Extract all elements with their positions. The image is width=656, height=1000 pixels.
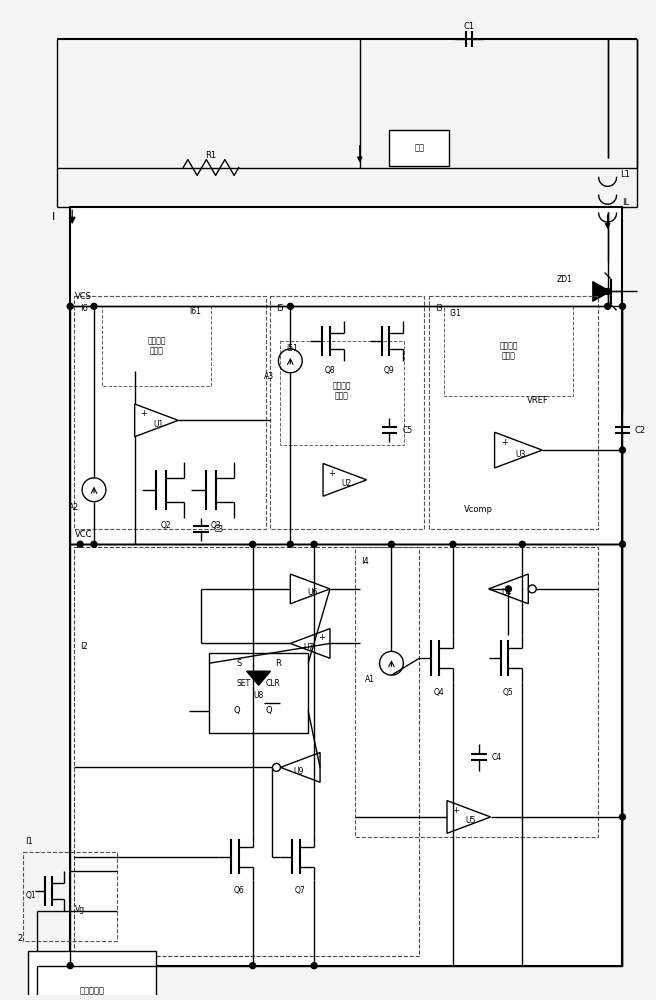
Text: U5: U5 — [466, 816, 476, 825]
Text: +: + — [319, 633, 325, 642]
Text: VCS: VCS — [75, 292, 92, 301]
Polygon shape — [593, 282, 611, 301]
Text: C1: C1 — [463, 22, 474, 31]
Text: I31: I31 — [449, 309, 461, 318]
Text: 第三基准
电压源: 第三基准 电压源 — [499, 341, 518, 361]
Text: ZD1: ZD1 — [557, 275, 573, 284]
Circle shape — [67, 963, 73, 969]
Text: Q5: Q5 — [503, 688, 514, 697]
Text: Q8: Q8 — [325, 366, 335, 375]
Circle shape — [619, 447, 625, 453]
Bar — [390, 130, 449, 166]
Text: +: + — [452, 806, 459, 815]
Circle shape — [450, 541, 456, 547]
Text: R1: R1 — [205, 151, 216, 160]
Text: U8: U8 — [253, 691, 264, 700]
Text: U6: U6 — [307, 588, 318, 597]
Text: Vg: Vg — [75, 905, 85, 914]
Text: Q: Q — [265, 706, 272, 715]
Text: Q9: Q9 — [384, 366, 395, 375]
Text: +: + — [501, 438, 508, 447]
Text: IL: IL — [622, 198, 629, 207]
Circle shape — [619, 541, 625, 547]
Text: R: R — [276, 659, 281, 668]
Bar — [355, 547, 598, 837]
Circle shape — [311, 963, 317, 969]
Text: VCC: VCC — [75, 530, 92, 539]
Text: I3: I3 — [435, 304, 443, 313]
Text: Vcomp: Vcomp — [464, 505, 493, 514]
Bar — [74, 547, 419, 956]
Text: +: + — [329, 469, 335, 478]
Text: I4: I4 — [361, 557, 369, 566]
Text: Q7: Q7 — [295, 886, 306, 895]
Text: Q1: Q1 — [25, 891, 36, 900]
Text: C5: C5 — [402, 426, 413, 435]
Circle shape — [91, 303, 97, 309]
Circle shape — [619, 303, 625, 309]
Text: U7: U7 — [303, 643, 314, 652]
Circle shape — [520, 541, 525, 547]
Bar — [102, 306, 211, 386]
Text: 第一基准
电压源: 第一基准 电压源 — [147, 336, 166, 356]
Text: 负载: 负载 — [414, 143, 424, 152]
Circle shape — [388, 541, 394, 547]
Circle shape — [311, 541, 317, 547]
Circle shape — [605, 303, 611, 309]
Circle shape — [250, 541, 256, 547]
Text: A2: A2 — [69, 503, 79, 512]
Text: A3: A3 — [264, 372, 274, 381]
Text: U4: U4 — [501, 588, 512, 597]
Circle shape — [619, 814, 625, 820]
Text: Q2: Q2 — [161, 521, 172, 530]
Text: SET: SET — [237, 679, 251, 688]
Bar — [270, 296, 424, 529]
Text: 整流桥电路: 整流桥电路 — [79, 986, 104, 995]
Text: Q6: Q6 — [234, 886, 244, 895]
Bar — [28, 951, 157, 1000]
Text: I51: I51 — [287, 344, 298, 353]
Bar — [209, 653, 308, 733]
Text: I6: I6 — [80, 304, 88, 313]
Polygon shape — [247, 671, 270, 685]
Text: U9: U9 — [293, 767, 304, 776]
Circle shape — [67, 303, 73, 309]
Text: CLR: CLR — [266, 679, 281, 688]
Text: C2: C2 — [635, 426, 646, 435]
Text: 2: 2 — [18, 934, 23, 943]
Circle shape — [506, 586, 512, 592]
Text: Q4: Q4 — [434, 688, 444, 697]
Circle shape — [605, 288, 611, 294]
Circle shape — [77, 541, 83, 547]
Text: Q: Q — [234, 706, 240, 715]
Circle shape — [91, 541, 97, 547]
Text: S: S — [236, 659, 241, 668]
Text: 第二基准
电压源: 第二基准 电压源 — [333, 381, 351, 400]
Text: U2: U2 — [342, 479, 352, 488]
Text: U1: U1 — [154, 420, 163, 429]
Text: +: + — [140, 409, 147, 418]
Text: U3: U3 — [515, 450, 525, 459]
Bar — [74, 296, 266, 529]
Circle shape — [287, 303, 293, 309]
Bar — [70, 207, 623, 966]
Text: C3: C3 — [214, 525, 224, 534]
Circle shape — [287, 541, 293, 547]
Text: I61: I61 — [189, 307, 201, 316]
Bar — [280, 341, 404, 445]
Text: I1: I1 — [26, 837, 33, 846]
Circle shape — [250, 963, 256, 969]
Bar — [429, 296, 598, 529]
Text: I: I — [52, 212, 55, 222]
Text: Q3: Q3 — [211, 521, 221, 530]
Text: L1: L1 — [621, 170, 630, 179]
Text: VREF: VREF — [527, 396, 549, 405]
Text: I2: I2 — [80, 642, 88, 651]
Text: C4: C4 — [491, 753, 502, 762]
Bar — [22, 852, 117, 941]
Text: I5: I5 — [276, 304, 284, 313]
Text: A1: A1 — [365, 675, 375, 684]
Bar — [444, 306, 573, 396]
